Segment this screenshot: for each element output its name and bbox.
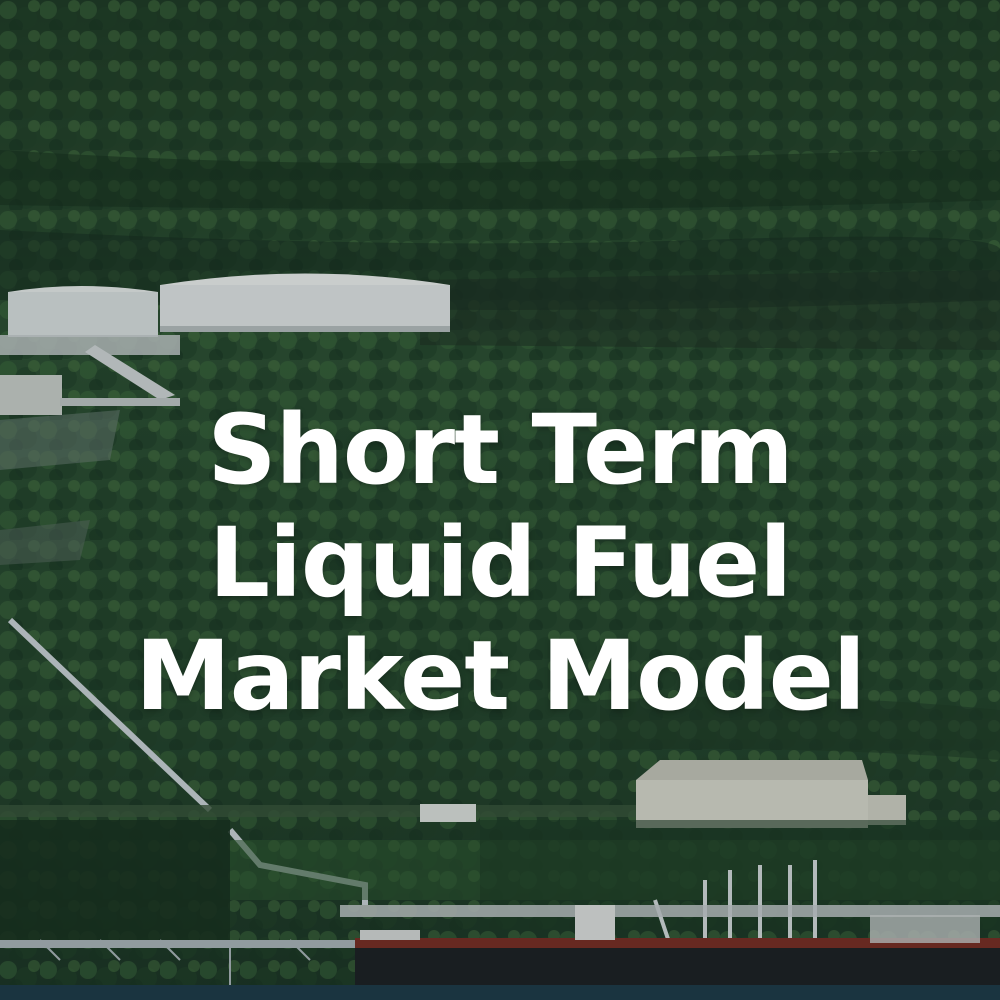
page-title: Short Term Liquid Fuel Market Model xyxy=(0,394,1000,733)
pier-deck xyxy=(340,905,1000,917)
tanker-ship xyxy=(355,905,1000,985)
trestle xyxy=(0,940,360,948)
trestle-supports xyxy=(39,939,311,985)
title-line-3: Market Model xyxy=(135,620,866,733)
pipeline xyxy=(7,617,213,813)
storage-tank-large xyxy=(160,273,450,332)
shed-building xyxy=(0,375,62,415)
pipe-ramp xyxy=(85,345,175,400)
pipe-run xyxy=(60,398,180,406)
water xyxy=(0,985,1000,1000)
title-line-1: Short Term xyxy=(207,394,793,507)
title-line-2: Liquid Fuel xyxy=(208,507,792,620)
small-shed xyxy=(420,804,476,822)
tank-base xyxy=(0,335,180,355)
storage-tank-small xyxy=(8,286,158,337)
